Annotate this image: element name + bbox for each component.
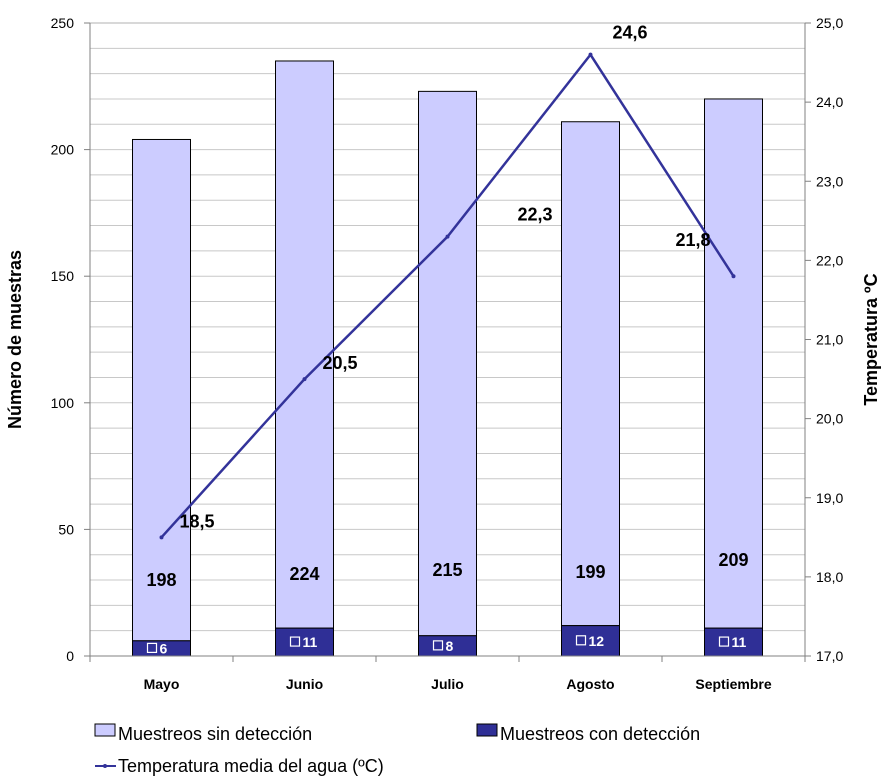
temperature-point-agosto — [588, 52, 593, 57]
temperature-point-septiembre — [731, 274, 736, 279]
bar-sin-deteccion-junio — [275, 60, 334, 629]
x-tick-label-agosto: Agosto — [566, 676, 614, 692]
bar-sin-deteccion-julio — [418, 90, 477, 637]
data-label-marker-julio — [432, 640, 444, 651]
legend-swatch-con-deteccion — [476, 723, 498, 737]
data-label-sin-deteccion-junio: 224 — [289, 564, 319, 584]
data-label-temperatura-septiembre: 21,8 — [676, 230, 711, 250]
temperature-point-julio — [445, 234, 450, 239]
y-right-tick-label: 22,0 — [816, 252, 843, 268]
y-right-tick-label: 19,0 — [816, 490, 843, 506]
data-label-temperatura-agosto: 24,6 — [613, 23, 648, 43]
data-label-marker-septiembre — [718, 636, 730, 647]
data-label-temperatura-julio: 22,3 — [518, 205, 553, 225]
data-label-con-deteccion-agosto: 12 — [589, 633, 605, 649]
y-right-tick-label: 20,0 — [816, 411, 843, 427]
legend: Muestreos sin detección Muestreos con det… — [94, 723, 700, 776]
data-label-sin-deteccion-julio: 215 — [432, 560, 462, 580]
temperature-point-junio — [302, 377, 307, 382]
x-tick-label-julio: Julio — [431, 676, 464, 692]
legend-label-con-deteccion: Muestreos con detección — [500, 724, 700, 744]
y-right-tick-label: 23,0 — [816, 173, 843, 189]
data-label-con-deteccion-julio: 8 — [446, 638, 454, 654]
data-label-marker-junio — [289, 636, 301, 647]
temperature-point-mayo — [159, 535, 164, 540]
data-labels: 198 224 215 199 209 6 11 8 12 11 18,5 20,5 22,3 24,6 2… — [146, 23, 748, 657]
y-left-tick-label: 50 — [58, 521, 74, 537]
data-label-con-deteccion-septiembre: 11 — [732, 634, 747, 650]
y-right-tick-label: 18,0 — [816, 569, 843, 585]
data-label-sin-deteccion-agosto: 199 — [575, 562, 605, 582]
y-right-tick-label: 24,0 — [816, 94, 843, 110]
legend-swatch-sin-deteccion — [94, 723, 116, 737]
bar-sin-deteccion-septiembre — [704, 98, 763, 629]
data-label-temperatura-mayo: 18,5 — [180, 511, 215, 531]
data-label-con-deteccion-mayo: 6 — [160, 640, 168, 656]
y-axis-left-title: Número de muestras — [5, 250, 25, 429]
y-right-tick-label: 21,0 — [816, 332, 843, 348]
temperature-line-layer — [159, 52, 736, 540]
y-left-tick-label: 200 — [51, 142, 75, 158]
x-tick-label-mayo: Mayo — [144, 676, 180, 692]
bar-con-deteccion-junio — [275, 627, 334, 657]
data-label-sin-deteccion-mayo: 198 — [146, 570, 176, 590]
data-label-marker-agosto — [575, 635, 587, 646]
legend-label-temperatura: Temperatura media del agua (ºC) — [118, 756, 384, 776]
y-right-tick-label: 25,0 — [816, 15, 843, 31]
legend-label-sin-deteccion: Muestreos sin detección — [118, 724, 312, 744]
bars — [132, 60, 763, 657]
y-left-tick-label: 100 — [51, 395, 75, 411]
y-right-tick-label: 17,0 — [816, 648, 843, 664]
data-label-sin-deteccion-septiembre: 209 — [718, 550, 748, 570]
y-left-tick-label: 0 — [66, 648, 74, 664]
y-left-tick-label: 250 — [51, 15, 75, 31]
data-label-marker-mayo — [146, 642, 158, 654]
bar-con-deteccion-septiembre — [704, 627, 763, 657]
bar-sin-deteccion-mayo — [132, 138, 191, 642]
data-label-temperatura-junio: 20,5 — [323, 353, 358, 373]
data-label-con-deteccion-junio: 11 — [303, 634, 318, 650]
x-tick-label-junio: Junio — [286, 676, 323, 692]
y-axis-right-title: Temperatura ºC — [861, 273, 881, 405]
x-tick-label-septiembre: Septiembre — [695, 676, 771, 692]
axes: 0 50 100 150 200 250 17,0 18,0 19,0 20,0 21,0 22,0 2… — [5, 15, 881, 692]
y-left-tick-label: 150 — [51, 268, 75, 284]
bar-sin-deteccion-agosto — [561, 121, 620, 627]
legend-swatch-temperatura-point — [103, 764, 107, 768]
